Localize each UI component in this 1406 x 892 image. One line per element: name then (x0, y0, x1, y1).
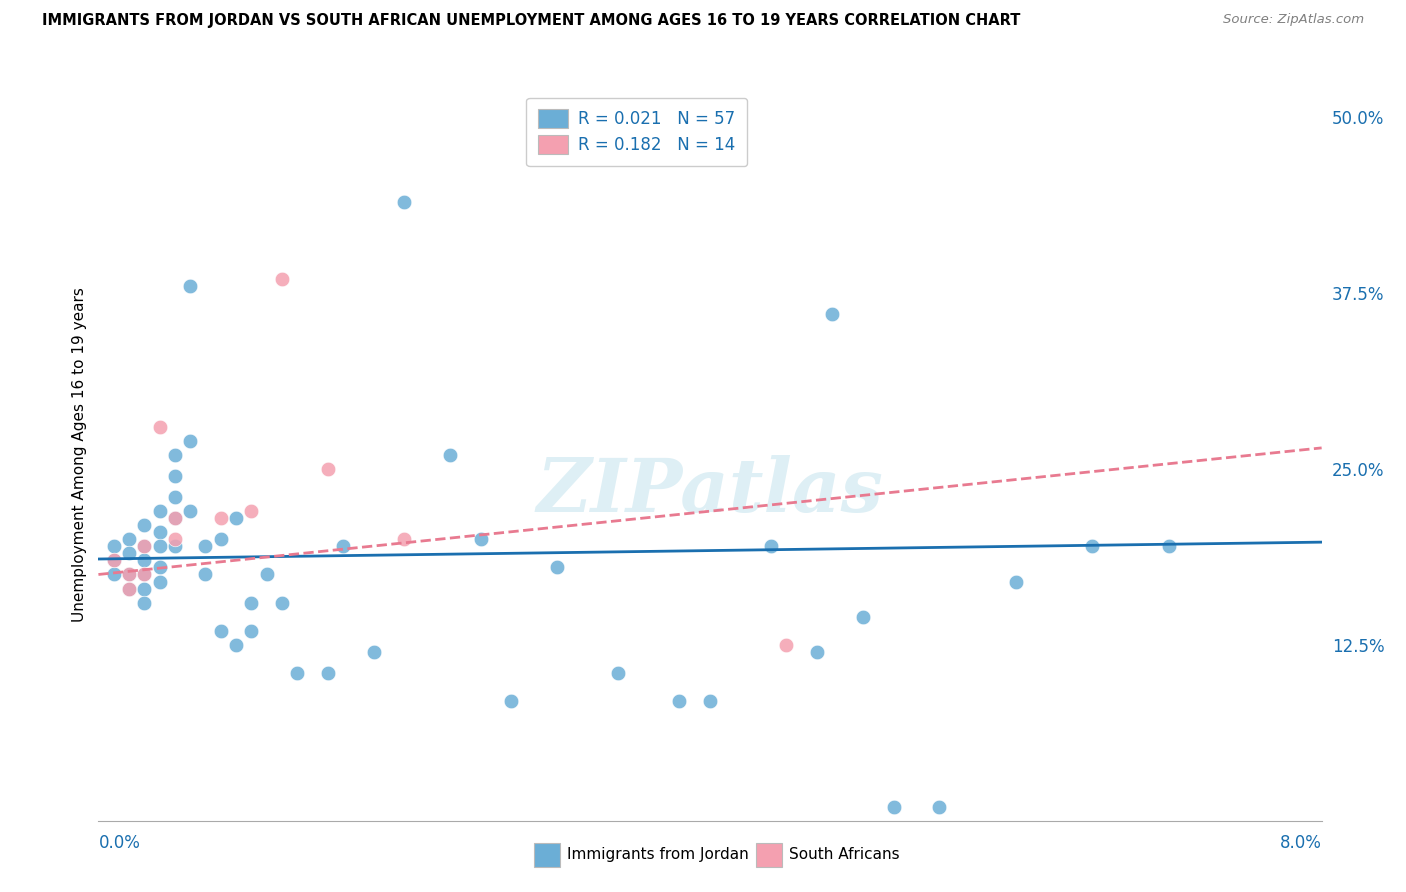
Point (134, 582, 156, 596)
Point (118, 533, 141, 547)
Point (316, 665, 339, 680)
Point (209, 624, 232, 638)
Point (103, 553, 125, 567)
Point (134, 596, 156, 610)
Point (118, 582, 141, 596)
Point (209, 533, 232, 547)
Point (852, 609, 875, 624)
Point (240, 624, 263, 638)
Text: 8.0%: 8.0% (1279, 834, 1322, 852)
Point (439, 448, 461, 462)
Y-axis label: Unemployment Among Ages 16 to 19 years: Unemployment Among Ages 16 to 19 years (72, 287, 87, 623)
Point (163, 448, 186, 462)
Point (194, 567, 217, 582)
Point (134, 567, 156, 582)
Point (163, 490, 186, 504)
Point (699, 694, 721, 708)
Point (149, 525, 172, 540)
Point (225, 638, 247, 652)
Point (759, 539, 782, 553)
Point (470, 533, 492, 547)
Point (240, 596, 263, 610)
Point (103, 553, 125, 567)
Point (285, 665, 308, 680)
Point (134, 567, 156, 582)
Point (668, 694, 690, 708)
Point (149, 539, 172, 553)
Point (179, 434, 201, 448)
Point (1004, 574, 1026, 589)
Legend: R = 0.021   N = 57, R = 0.182   N = 14: R = 0.021 N = 57, R = 0.182 N = 14 (526, 97, 747, 166)
Point (240, 504, 263, 518)
Text: Immigrants from Jordan: Immigrants from Jordan (567, 847, 748, 863)
Point (134, 539, 156, 553)
Point (134, 539, 156, 553)
Point (163, 511, 186, 525)
Point (883, 799, 905, 814)
Point (163, 533, 186, 547)
Point (149, 419, 172, 434)
Point (332, 539, 354, 553)
Point (209, 511, 232, 525)
Point (118, 582, 141, 596)
Point (270, 272, 294, 286)
Point (928, 799, 950, 814)
Point (149, 560, 172, 574)
Text: ZIPatlas: ZIPatlas (537, 455, 883, 528)
Point (270, 596, 294, 610)
Point (1081, 539, 1104, 553)
Point (149, 574, 172, 589)
Point (103, 539, 125, 553)
Point (225, 511, 247, 525)
Point (775, 638, 797, 652)
Point (256, 567, 278, 582)
Point (194, 539, 217, 553)
Point (118, 567, 141, 582)
Text: 0.0%: 0.0% (98, 834, 141, 852)
Point (806, 645, 828, 659)
Point (163, 539, 186, 553)
Point (607, 665, 630, 680)
Point (118, 567, 141, 582)
Point (179, 504, 201, 518)
Text: IMMIGRANTS FROM JORDAN VS SOUTH AFRICAN UNEMPLOYMENT AMONG AGES 16 TO 19 YEARS C: IMMIGRANTS FROM JORDAN VS SOUTH AFRICAN … (42, 13, 1021, 29)
Point (118, 546, 141, 560)
Text: Source: ZipAtlas.com: Source: ZipAtlas.com (1223, 13, 1364, 27)
Point (316, 462, 339, 476)
Point (363, 645, 385, 659)
Point (163, 511, 186, 525)
Point (149, 504, 172, 518)
Point (134, 518, 156, 533)
Point (179, 279, 201, 293)
Point (392, 194, 416, 209)
Point (546, 560, 568, 574)
Point (501, 694, 523, 708)
Text: South Africans: South Africans (789, 847, 900, 863)
Point (1157, 539, 1180, 553)
Point (103, 567, 125, 582)
Point (392, 533, 416, 547)
Point (134, 553, 156, 567)
Point (821, 307, 844, 321)
Point (163, 469, 186, 483)
